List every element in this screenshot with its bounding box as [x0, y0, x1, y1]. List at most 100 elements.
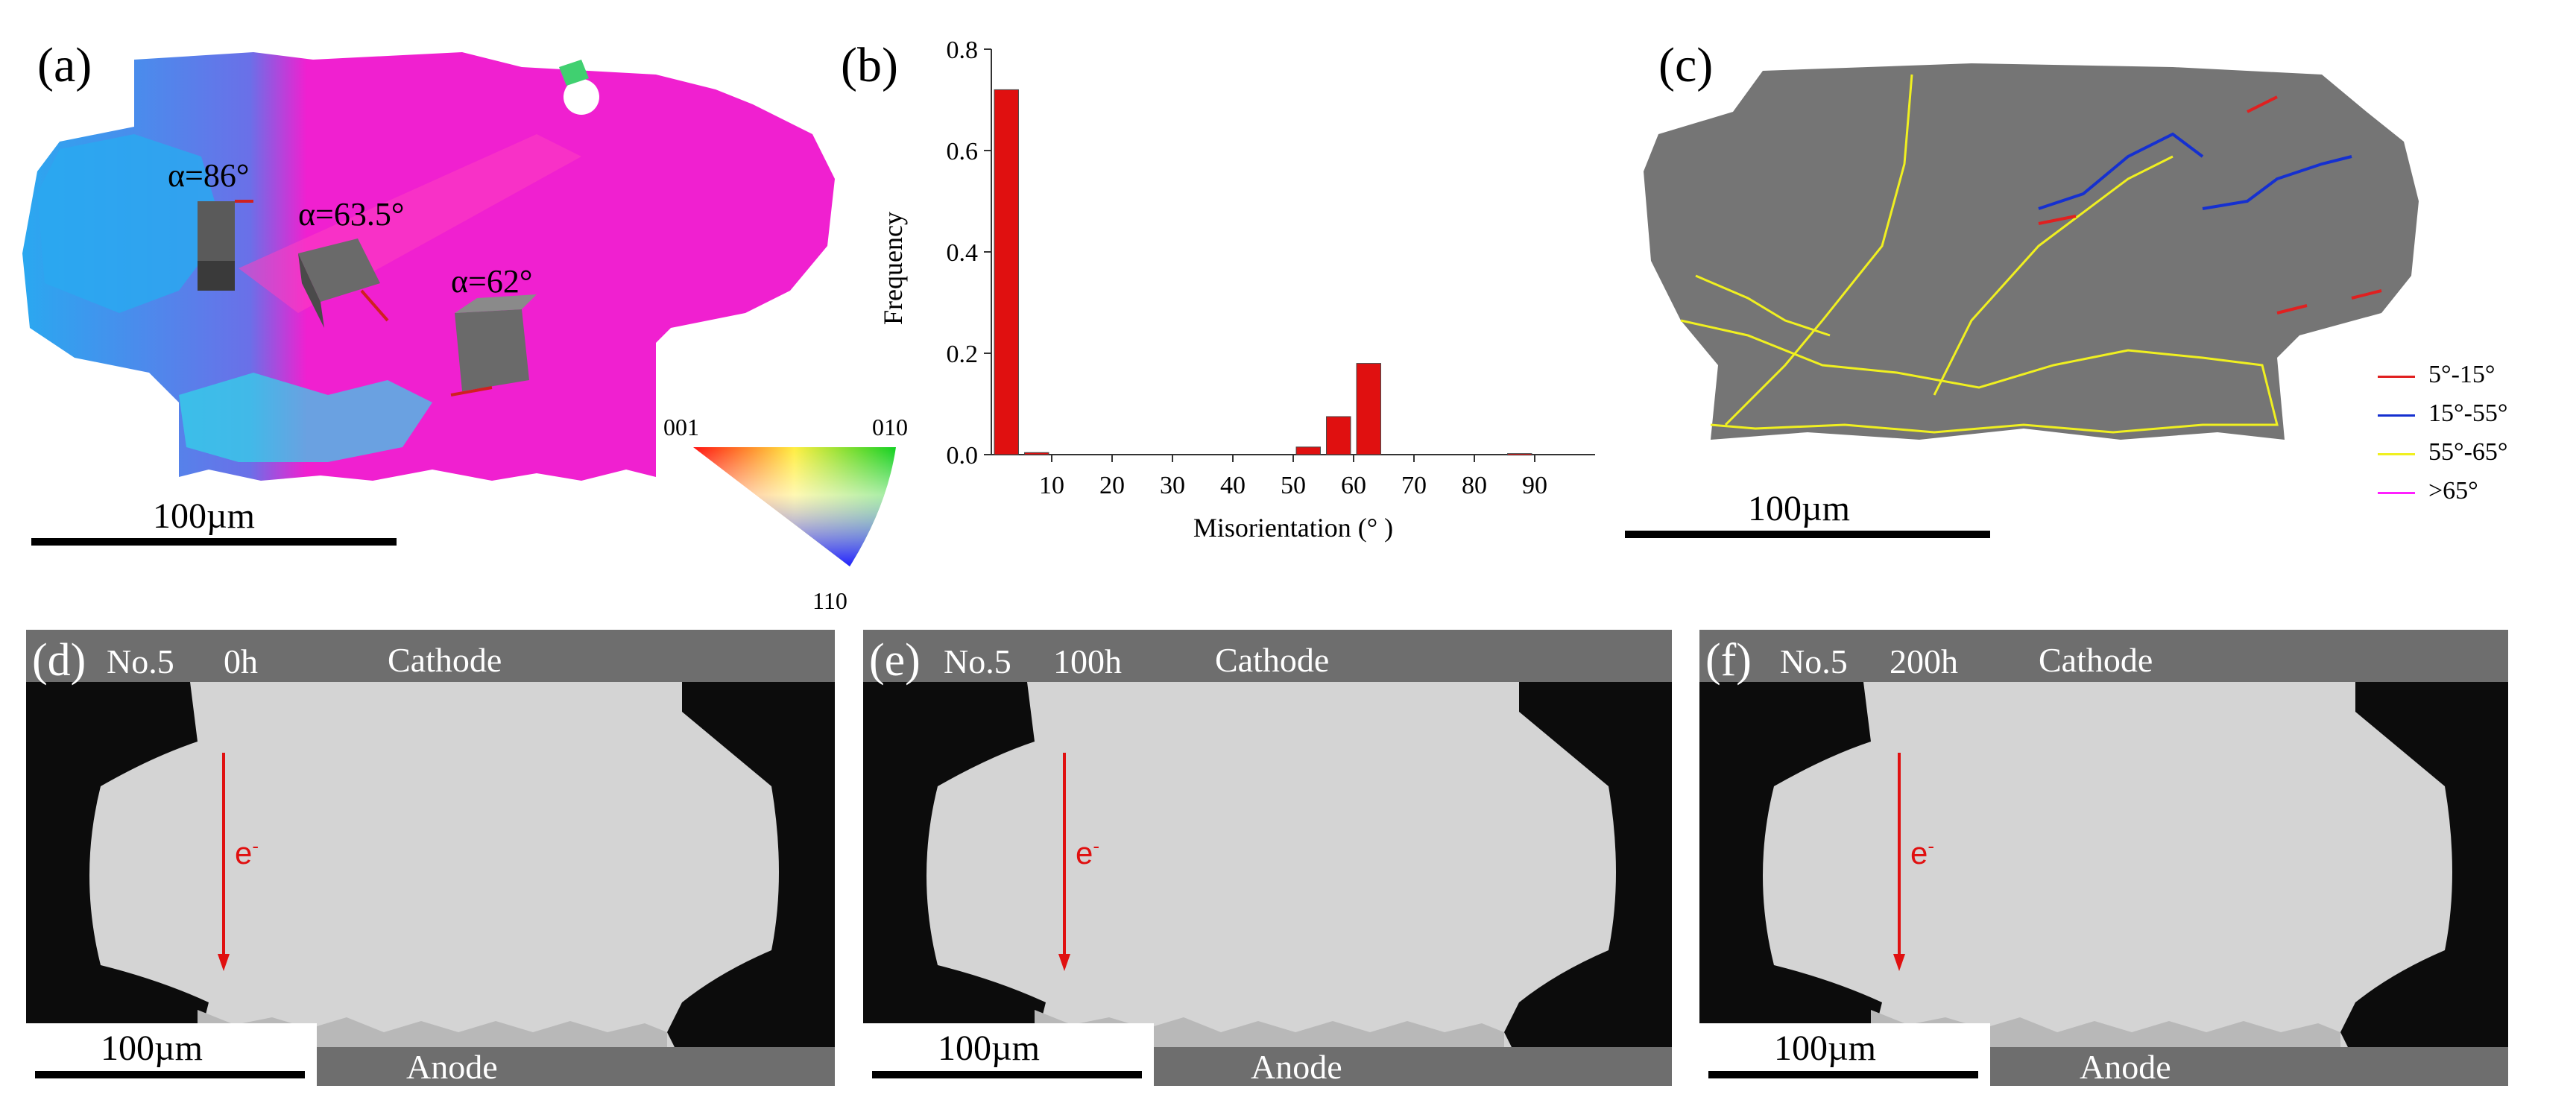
- angle-label-2: α=63.5°: [298, 196, 405, 233]
- panel-f-scalebar: [1708, 1071, 1978, 1078]
- panel-e-scalebar-label: 100µm: [938, 1028, 1040, 1068]
- y-tick-label: 0.6: [947, 138, 979, 165]
- red-boundary-2: [2038, 215, 2077, 225]
- electron-label-f: e-: [1910, 835, 1935, 870]
- panel-c-scalebar-label: 100µm: [1748, 489, 1850, 528]
- x-tick-label: 40: [1220, 472, 1246, 499]
- legend-item: 5°-15°: [2378, 358, 2572, 396]
- panel-a-label: (a): [37, 38, 92, 92]
- y-tick-label: 0.4: [947, 239, 979, 267]
- yellow-boundary-1: [1724, 74, 1913, 426]
- panel-f-anode: Anode: [2080, 1048, 2171, 1086]
- panel-d-scalebar: [35, 1071, 305, 1078]
- blue-boundary-1: [2038, 132, 2204, 210]
- panel-d-cathode: Cathode: [388, 641, 502, 679]
- panel-d-label: (d): [32, 635, 86, 686]
- panel-d-time: 0h: [224, 642, 258, 680]
- ebsd-ipf-map: [22, 52, 835, 481]
- ipf-key-010: 010: [872, 414, 908, 440]
- legend-label: 15°-55°: [2428, 399, 2508, 427]
- cube-icon-2: [298, 238, 389, 328]
- panel-f-time: 200h: [1890, 642, 1958, 680]
- cube-icon-1: [198, 200, 253, 291]
- panel-e-time: 100h: [1053, 642, 1122, 680]
- y-tick-label: 0.0: [947, 442, 979, 470]
- ipf-color-key: [693, 447, 896, 566]
- legend-item: 15°-55°: [2378, 396, 2572, 435]
- panel-e-anode: Anode: [1251, 1048, 1342, 1086]
- scalebar-box-f: 100µm: [1699, 1023, 1990, 1086]
- panel-c-label: (c): [1658, 38, 1714, 92]
- histogram-bar: [1326, 416, 1351, 455]
- yellow-boundary-4: [1695, 274, 1831, 337]
- ipf-key-001: 001: [663, 414, 699, 440]
- x-tick-label: 20: [1099, 472, 1125, 499]
- red-boundary-1: [2247, 95, 2278, 113]
- boundary-legend: 5°-15° 15°-55° 55°-65° >65°: [2378, 358, 2572, 513]
- panel-f-scalebar-label: 100µm: [1774, 1028, 1876, 1068]
- x-axis-label: Misorientation (° ): [1193, 513, 1393, 543]
- angle-label-3: α=62°: [451, 263, 533, 300]
- electron-label-d: e-: [235, 835, 259, 870]
- legend-swatch: [2378, 376, 2415, 378]
- sem-panel-f: (f) No.5 200h Cathode Anode e- 100µm: [1699, 630, 2508, 1086]
- y-axis-label: Frequency: [878, 212, 908, 325]
- histogram-bar: [1356, 363, 1381, 455]
- panel-f-cathode: Cathode: [2039, 641, 2153, 679]
- ebsd-cyan-grains: [179, 373, 432, 462]
- ipf-key-110: 110: [812, 587, 847, 614]
- histogram-bar: [1507, 453, 1532, 456]
- x-tick-label: 30: [1160, 472, 1185, 499]
- panel-e-cathode: Cathode: [1215, 641, 1330, 679]
- panel-e-scalebar: [872, 1071, 1142, 1078]
- x-tick-label: 50: [1281, 472, 1306, 499]
- misorientation-chart: 0.0 0.2 0.4 0.6 0.8 10 20 30 40 50 60 70 80 90 Misor…: [878, 37, 1595, 543]
- panel-a-scalebar: [31, 538, 397, 546]
- histogram-bar: [1024, 452, 1049, 455]
- histogram-bar: [994, 89, 1019, 455]
- boundary-map-region: [1644, 63, 2419, 440]
- sem-image-f: [1699, 630, 2508, 1086]
- y-tick-label: 0.2: [947, 341, 979, 368]
- x-tick-label: 10: [1039, 472, 1064, 499]
- x-tick-label: 60: [1341, 472, 1366, 499]
- sem-image-d: [26, 630, 835, 1086]
- panel-e-sample: No.5: [944, 642, 1011, 680]
- red-boundary-3: [2276, 304, 2308, 315]
- legend-label: 55°-65°: [2428, 438, 2508, 466]
- blue-boundary-2: [2202, 155, 2352, 210]
- panel-d-sample: No.5: [107, 642, 174, 680]
- legend-item: 55°-65°: [2378, 435, 2572, 474]
- legend-label: >65°: [2428, 477, 2478, 505]
- ebsd-green-grain: [559, 60, 589, 86]
- panel-a-scalebar-label: 100µm: [153, 496, 255, 536]
- panel-f-label: (f): [1705, 635, 1752, 686]
- cube-icon-3: [450, 294, 537, 396]
- panel-f-sample: No.5: [1780, 642, 1848, 680]
- x-tick-label: 90: [1522, 472, 1547, 499]
- ebsd-boundary-map: [1644, 63, 2419, 440]
- panel-b-label: (b): [841, 38, 898, 92]
- panel-e-label: (e): [869, 635, 921, 686]
- sem-panel-e: (e) No.5 100h Cathode Anode e- 100µm: [863, 630, 1672, 1086]
- x-tick-label: 80: [1462, 472, 1487, 499]
- electron-label-e: e-: [1076, 835, 1100, 870]
- scalebar-box-d: 100µm: [26, 1023, 317, 1086]
- ebsd-blue-grain: [37, 134, 224, 313]
- histogram-bar: [1295, 446, 1321, 455]
- yellow-boundary-2: [1933, 155, 2174, 396]
- y-tick-label: 0.8: [947, 37, 979, 64]
- legend-swatch: [2378, 414, 2415, 417]
- panel-c-scalebar: [1625, 531, 1990, 538]
- legend-swatch: [2378, 453, 2415, 455]
- yellow-boundary-3: [1680, 319, 2279, 434]
- x-tick-label: 70: [1401, 472, 1427, 499]
- panel-d-anode: Anode: [406, 1048, 498, 1086]
- legend-item: >65°: [2378, 474, 2572, 513]
- legend-swatch: [2378, 492, 2415, 494]
- legend-label: 5°-15°: [2428, 361, 2496, 388]
- scalebar-box-e: 100µm: [863, 1023, 1154, 1086]
- red-boundary-4: [2351, 289, 2382, 300]
- sem-panel-d: (d) No.5 0h Cathode Anode e- 100µm: [26, 630, 835, 1086]
- sem-image-e: [863, 630, 1672, 1086]
